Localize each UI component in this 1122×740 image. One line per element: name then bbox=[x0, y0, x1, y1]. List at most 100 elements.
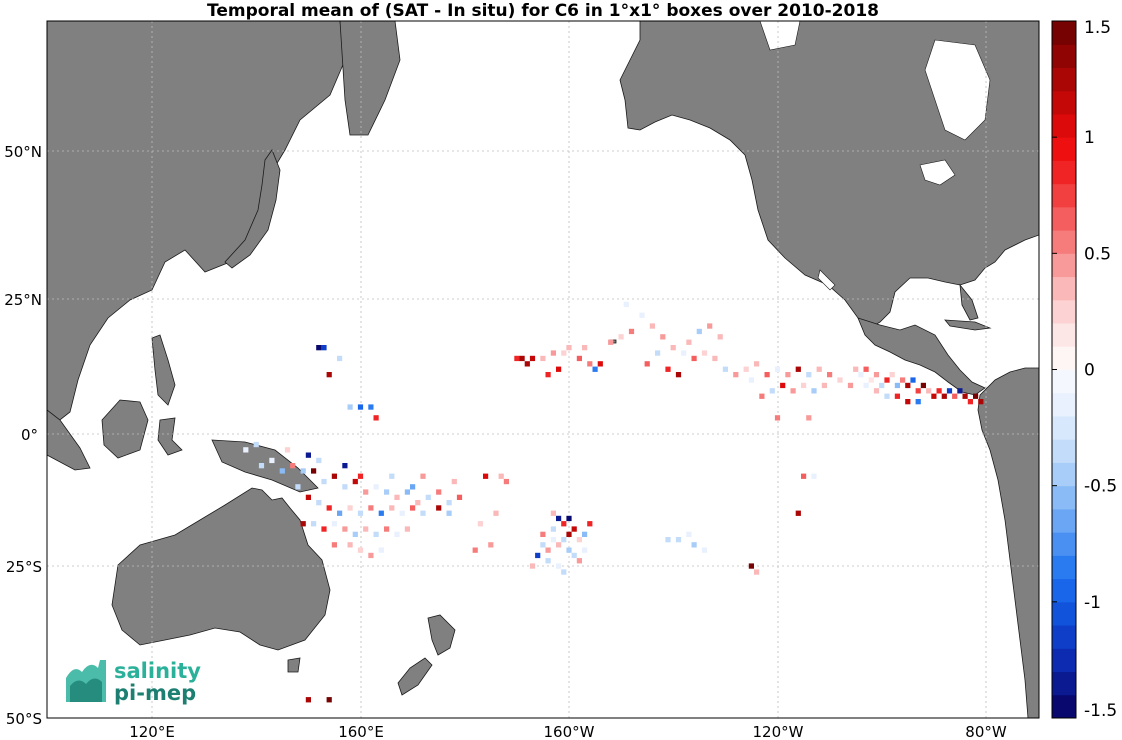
data-cell bbox=[368, 505, 374, 511]
data-cell bbox=[952, 393, 958, 399]
data-cell bbox=[743, 366, 749, 372]
data-cell bbox=[404, 526, 410, 532]
lon-tick-160w: 160°W bbox=[544, 723, 595, 740]
data-cell bbox=[592, 366, 598, 372]
sumatra bbox=[47, 409, 91, 471]
data-cell bbox=[529, 355, 536, 362]
data-cell bbox=[300, 521, 306, 527]
data-cell bbox=[566, 531, 572, 537]
data-cell bbox=[905, 382, 911, 389]
data-cell bbox=[894, 382, 900, 389]
data-cell bbox=[243, 447, 249, 453]
data-cell bbox=[556, 366, 562, 372]
data-cell bbox=[623, 301, 629, 308]
colorbar-segment bbox=[1052, 625, 1076, 649]
colorbar-tick-label: 0.5 bbox=[1084, 244, 1111, 264]
data-cell bbox=[811, 473, 817, 479]
data-cell bbox=[566, 345, 572, 351]
lat-tick-labels: 50°N 25°N 0° 25°S 50°S bbox=[4, 143, 42, 728]
philippines bbox=[151, 334, 176, 406]
colorbar-tick-label: 1.5 bbox=[1084, 18, 1111, 38]
data-cell bbox=[347, 404, 353, 410]
colorbar-segment bbox=[1052, 137, 1076, 161]
data-cell bbox=[368, 404, 374, 410]
data-cell bbox=[571, 552, 577, 559]
data-cell bbox=[331, 542, 337, 548]
data-cell bbox=[686, 531, 692, 537]
data-cell bbox=[582, 345, 588, 351]
data-cell bbox=[342, 526, 348, 532]
data-cell bbox=[946, 388, 953, 394]
lon-tick-160e: 160°E bbox=[338, 723, 384, 740]
data-cell bbox=[378, 510, 384, 516]
data-cell bbox=[712, 355, 718, 362]
data-cell bbox=[566, 515, 572, 522]
data-cell bbox=[425, 494, 431, 500]
lakes-layer bbox=[759, 21, 991, 291]
colorbar-segment bbox=[1052, 462, 1076, 487]
map-title: Temporal mean of (SAT - In situ) for C6 … bbox=[207, 1, 879, 21]
map-border bbox=[46, 20, 1040, 719]
data-cell bbox=[821, 382, 827, 389]
data-cell bbox=[561, 537, 567, 543]
data-cell bbox=[884, 393, 890, 399]
data-cell bbox=[920, 382, 926, 389]
data-cell bbox=[665, 537, 671, 543]
data-cell bbox=[576, 355, 582, 362]
colorbar-segment bbox=[1052, 67, 1076, 92]
gridlines bbox=[47, 21, 1039, 718]
florida bbox=[959, 283, 979, 321]
colorbar-segment bbox=[1052, 21, 1076, 45]
data-cell bbox=[587, 361, 593, 367]
colorbar-segment bbox=[1052, 253, 1076, 278]
colorbar-segment bbox=[1052, 392, 1076, 417]
data-cell bbox=[269, 457, 275, 464]
data-cell bbox=[373, 415, 379, 421]
data-cell bbox=[331, 521, 337, 527]
data-cell bbox=[300, 468, 306, 474]
data-cell bbox=[321, 478, 327, 485]
data-cell bbox=[352, 531, 358, 537]
colorbar-segment bbox=[1052, 206, 1076, 231]
data-cell bbox=[357, 404, 364, 410]
data-cell bbox=[576, 537, 582, 543]
australia bbox=[111, 487, 331, 651]
data-cell bbox=[978, 399, 984, 405]
data-cell bbox=[618, 334, 624, 340]
lat-tick-50n: 50°N bbox=[4, 143, 42, 161]
data-cell bbox=[493, 510, 499, 516]
data-cell bbox=[764, 372, 770, 378]
data-cell bbox=[378, 547, 384, 553]
data-cell bbox=[357, 510, 364, 516]
lon-tick-120e: 120°E bbox=[129, 723, 175, 740]
data-cell bbox=[941, 393, 947, 399]
data-cell bbox=[900, 377, 906, 383]
data-cell bbox=[446, 510, 452, 516]
data-cell bbox=[801, 473, 807, 479]
data-cell bbox=[279, 468, 285, 474]
colorbar-segment bbox=[1052, 113, 1076, 138]
data-cell bbox=[926, 388, 932, 394]
data-cell bbox=[863, 366, 869, 372]
data-cell bbox=[795, 510, 801, 516]
data-cell bbox=[363, 526, 369, 532]
data-cell bbox=[868, 377, 874, 383]
data-cell bbox=[389, 505, 395, 511]
data-cell bbox=[556, 542, 562, 548]
data-cell bbox=[284, 447, 291, 453]
data-cell bbox=[785, 372, 791, 378]
arctic-channel bbox=[759, 21, 801, 51]
cuba bbox=[944, 319, 992, 331]
data-cell bbox=[894, 393, 900, 399]
data-cell bbox=[655, 350, 661, 356]
data-cell bbox=[305, 697, 311, 703]
data-cell bbox=[305, 494, 311, 500]
colorbar-segment bbox=[1052, 555, 1076, 580]
lat-tick-50s: 50°S bbox=[6, 710, 42, 728]
data-cell bbox=[556, 515, 562, 522]
data-cell bbox=[905, 399, 911, 405]
data-cell bbox=[337, 355, 343, 362]
data-cell bbox=[477, 521, 483, 527]
colorbar-segment bbox=[1052, 439, 1076, 463]
colorbar-segment bbox=[1052, 44, 1076, 68]
